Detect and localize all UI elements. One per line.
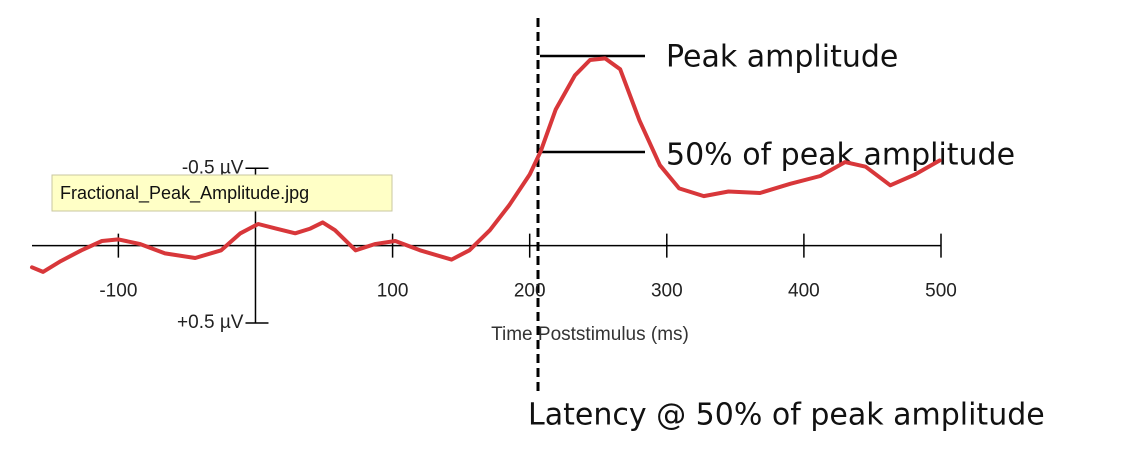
x-axis-label: Time Poststimulus (ms): [491, 324, 689, 345]
annotation: Latency @ 50% of peak amplitude: [528, 398, 1045, 433]
tooltip: Fractional_Peak_Amplitude.jpg: [51, 174, 393, 212]
x-tick-label: 400: [788, 281, 820, 302]
x-tick-label: 200: [514, 281, 546, 302]
y-tick-label: -0.5 µV: [182, 157, 244, 178]
tooltip-box: [51, 174, 393, 212]
x-tick-label: 500: [925, 281, 957, 302]
annotation: 50% of peak amplitude: [666, 138, 1015, 173]
x-tick-label: 300: [651, 281, 683, 302]
plot: -100 100 200 300 400 500 -0.5 µV +0.5 µV: [30, 56, 957, 333]
x-tick-label: -100: [99, 281, 137, 302]
x-tick-label: 100: [377, 281, 409, 302]
waveform: [30, 56, 942, 274]
annotation: Peak amplitude: [666, 40, 898, 75]
y-tick-label: +0.5 µV: [177, 312, 244, 333]
tooltip-text: Fractional_Peak_Amplitude.jpg: [60, 183, 309, 204]
